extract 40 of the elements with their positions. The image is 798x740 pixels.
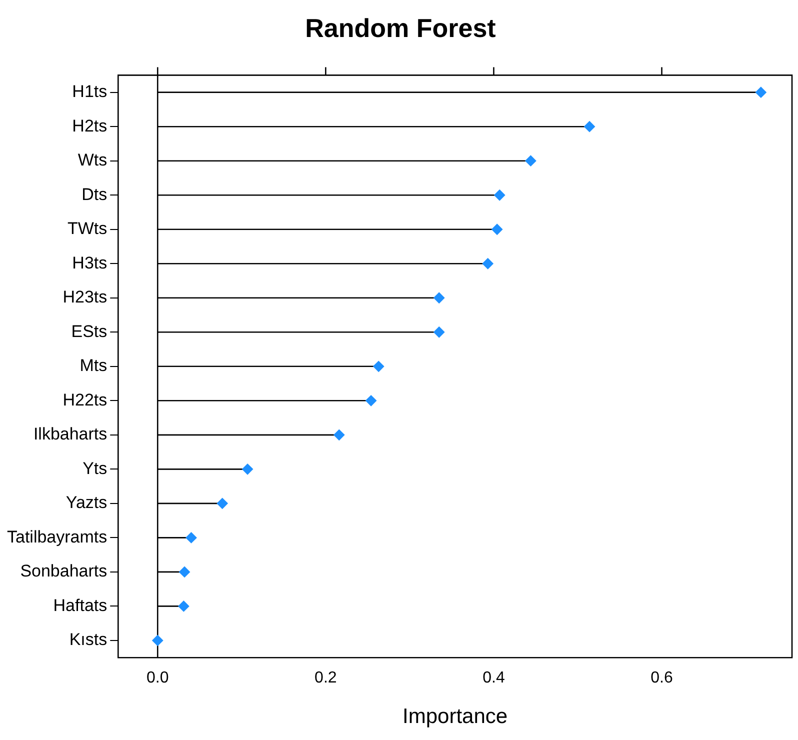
point [179, 566, 190, 578]
point [186, 532, 197, 544]
y-tick-label: H1ts [72, 82, 108, 102]
y-tick-label: Kısts [69, 630, 108, 650]
point [178, 600, 190, 612]
point [492, 224, 503, 235]
y-tick-label: TWts [67, 219, 108, 238]
point [434, 326, 445, 338]
y-tick-label: H2ts [72, 116, 108, 136]
point [216, 498, 228, 509]
point [366, 395, 377, 406]
y-tick-label: H22ts [62, 390, 108, 410]
point [482, 258, 494, 270]
y-tick-label: Dts [82, 184, 108, 204]
point [434, 292, 445, 304]
y-tick-label: H23ts [62, 288, 108, 307]
y-tick-label: H3ts [72, 253, 108, 272]
point [584, 121, 596, 132]
x-tick-label: 0.0 [146, 670, 169, 687]
point [755, 86, 766, 98]
y-tick-label: Tatilbayramts [7, 527, 108, 546]
point [494, 190, 506, 201]
point [373, 360, 384, 372]
point [334, 429, 345, 440]
point [152, 634, 164, 646]
y-tick-label: Haftats [53, 596, 108, 615]
chart-title: Random Forest [305, 12, 496, 43]
x-tick-label: 0.4 [482, 670, 505, 687]
y-tick-label: Mts [80, 356, 108, 376]
y-tick-label: Yts [82, 458, 108, 478]
y-tick-label: Wts [78, 150, 108, 170]
y-tick-label: ESts [71, 322, 108, 341]
x-tick-label: 0.2 [314, 670, 337, 687]
x-axis-title: Importance [402, 705, 508, 728]
y-tick-label: Yazts [66, 493, 108, 512]
point [242, 464, 254, 475]
point [525, 155, 536, 166]
x-tick-label: 0.6 [650, 670, 673, 687]
y-tick-label: Sonbaharts [20, 562, 108, 581]
y-tick-label: Ilkbaharts [33, 424, 108, 444]
